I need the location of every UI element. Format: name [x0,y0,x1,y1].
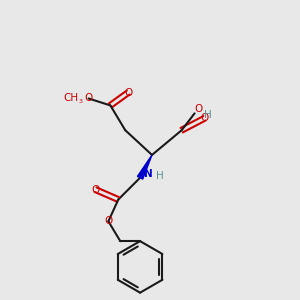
Text: 3: 3 [79,99,83,104]
Text: O: O [194,104,203,114]
Text: H: H [156,171,164,181]
Text: O: O [104,216,112,226]
Text: O: O [92,184,100,195]
Text: CH: CH [63,94,78,103]
Text: O: O [84,94,93,103]
Text: O: O [124,88,132,98]
Text: N: N [144,169,152,179]
Text: O: O [200,113,208,123]
Polygon shape [137,155,152,179]
Text: H: H [204,110,211,120]
